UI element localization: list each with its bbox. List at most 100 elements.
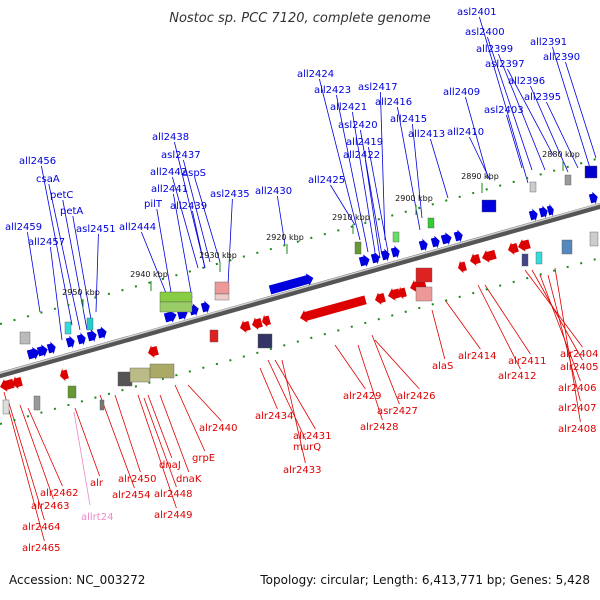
- gene-label-alr2465[interactable]: alr2465: [22, 543, 60, 554]
- gene-label-alr2440[interactable]: alr2440: [199, 423, 237, 434]
- gene-label-alr2429[interactable]: alr2429: [343, 391, 381, 402]
- gene-label-asl2401[interactable]: asl2401: [457, 7, 497, 18]
- gene-feature-box: [67, 385, 77, 399]
- gene-label-pilT[interactable]: pilT: [144, 199, 163, 210]
- gene-label-alr2428[interactable]: alr2428: [360, 422, 398, 433]
- gene-label-all2415[interactable]: all2415: [390, 114, 427, 125]
- gene-label-alr2405[interactable]: alr2405: [560, 362, 598, 373]
- reverse-gene-arrow: [262, 314, 271, 328]
- gene-feature-box: [209, 329, 219, 343]
- forward-gene-arrow: [528, 208, 538, 222]
- gene-label-alr[interactable]: alr: [90, 478, 104, 489]
- gene-label-all2390[interactable]: all2390: [543, 52, 580, 63]
- gene-label-alr2462[interactable]: alr2462: [40, 488, 78, 499]
- gene-label-asl2417[interactable]: asl2417: [358, 82, 398, 93]
- gene-label-asl2420[interactable]: asl2420: [338, 120, 378, 131]
- gene-label-petC[interactable]: petC: [50, 190, 73, 201]
- gene-label-alr2449[interactable]: alr2449: [154, 510, 192, 521]
- gene-label-alr2434[interactable]: alr2434: [255, 411, 293, 422]
- gene-label-alr2450[interactable]: alr2450: [118, 474, 156, 485]
- gene-label-all2395[interactable]: all2395: [524, 92, 561, 103]
- forward-gene-arrow: [380, 248, 390, 262]
- reverse-gene-arrow: [508, 242, 519, 255]
- gene-label-asl2435[interactable]: asl2435: [210, 189, 250, 200]
- gene-label-all2441[interactable]: all2441: [151, 184, 188, 195]
- gene-label-all2424[interactable]: all2424: [297, 69, 334, 80]
- gene-label-alaS[interactable]: alaS: [432, 361, 453, 372]
- gene-label-asr2427[interactable]: asr2427: [377, 406, 418, 417]
- gene-feature-box: [33, 395, 41, 411]
- genome-backbone: [0, 202, 600, 379]
- gene-label-alr2414[interactable]: alr2414: [458, 351, 496, 362]
- forward-gene-arrow: [538, 205, 548, 219]
- gene-label-all2439[interactable]: all2439: [170, 201, 207, 212]
- gene-label-alr2404[interactable]: alr2404: [560, 349, 598, 360]
- gene-label-all2442[interactable]: all2442: [150, 167, 187, 178]
- gene-label-all2416[interactable]: all2416: [375, 97, 412, 108]
- gene-label-alr2431[interactable]: alr2431: [293, 431, 331, 442]
- gene-feature-box: [149, 363, 175, 379]
- tick-label: 2920 kbp: [266, 233, 304, 242]
- gene-label-aspS[interactable]: aspS: [182, 168, 206, 179]
- gene-feature-box: [354, 241, 362, 255]
- gene-label-alr2408[interactable]: alr2408: [558, 424, 596, 435]
- forward-gene-arrow: [36, 344, 48, 357]
- gene-feature-box: [392, 231, 400, 243]
- gene-label-all2444[interactable]: all2444: [119, 222, 156, 233]
- gene-label-all2423[interactable]: all2423: [314, 85, 351, 96]
- gene-label-all2391[interactable]: all2391: [530, 37, 567, 48]
- gene-label-alr2463[interactable]: alr2463: [31, 501, 69, 512]
- gene-label-alr2407[interactable]: alr2407: [558, 403, 596, 414]
- gene-feature-box: [64, 321, 72, 335]
- gene-label-dnaJ[interactable]: dnaJ: [159, 460, 181, 471]
- gene-label-alr2448[interactable]: alr2448: [154, 489, 192, 500]
- gene-label-asl2451[interactable]: asl2451: [76, 224, 116, 235]
- gene-label-all2457[interactable]: all2457: [28, 237, 65, 248]
- gene-feature-box: [481, 199, 497, 213]
- reverse-gene-arrow: [148, 345, 159, 358]
- gene-label-all2413[interactable]: all2413: [408, 129, 445, 140]
- gene-label-all2409[interactable]: all2409: [443, 87, 480, 98]
- tick-label: 2880 kbp: [542, 150, 580, 159]
- gene-label-alr2411[interactable]: alr2411: [508, 356, 546, 367]
- gene-label-all2430[interactable]: all2430: [255, 186, 292, 197]
- gene-label-all2422[interactable]: all2422: [343, 150, 380, 161]
- gene-label-alr2464[interactable]: alr2464: [22, 522, 60, 533]
- gene-label-asl2437[interactable]: asl2437: [161, 150, 201, 161]
- gene-label-asl2400[interactable]: asl2400: [465, 27, 505, 38]
- gene-feature-box: [415, 267, 433, 283]
- gene-label-alr2426[interactable]: alr2426: [397, 391, 435, 402]
- gene-label-csaA[interactable]: csaA: [36, 174, 60, 185]
- gene-feature-box: [584, 165, 598, 179]
- gene-label-all2438[interactable]: all2438: [152, 132, 189, 143]
- gene-label-all2419[interactable]: all2419: [346, 137, 383, 148]
- gene-label-all2459[interactable]: all2459: [5, 222, 42, 233]
- gene-label-asl2397[interactable]: asl2397: [485, 59, 525, 70]
- gene-label-all2425[interactable]: all2425: [308, 175, 345, 186]
- leader-lines: [3, 16, 597, 542]
- gene-label-petA[interactable]: petA: [60, 206, 83, 217]
- gene-feature-box: [99, 399, 105, 411]
- tick-label: 2950 kbp: [62, 288, 100, 297]
- gene-feature-box: [521, 253, 529, 267]
- gene-label-all2396[interactable]: all2396: [508, 76, 545, 87]
- forward-gene-arrow: [26, 347, 40, 360]
- gene-label-alr2406[interactable]: alr2406: [558, 383, 596, 394]
- reverse-gene-arrow: [470, 253, 481, 266]
- forward-gene-arrow: [370, 251, 380, 265]
- gene-label-alr2412[interactable]: alr2412: [498, 371, 536, 382]
- gene-label-all2399[interactable]: all2399: [476, 44, 513, 55]
- gene-label-asl2403[interactable]: asl2403: [484, 105, 524, 116]
- gene-label-murQ[interactable]: murQ: [293, 442, 321, 453]
- gene-label-alr2433[interactable]: alr2433: [283, 465, 321, 476]
- gene-label-allrt24[interactable]: allrt24: [81, 512, 113, 523]
- gene-label-grpE[interactable]: grpE: [192, 453, 215, 464]
- gene-label-all2410[interactable]: all2410: [447, 127, 484, 138]
- tick-label: 2900 kbp: [395, 194, 433, 203]
- gene-label-all2421[interactable]: all2421: [330, 102, 367, 113]
- forward-gene-arrow: [200, 300, 210, 314]
- gene-label-dnaK[interactable]: dnaK: [176, 474, 202, 485]
- gene-label-alr2454[interactable]: alr2454: [112, 490, 150, 501]
- gene-label-all2456[interactable]: all2456: [19, 156, 56, 167]
